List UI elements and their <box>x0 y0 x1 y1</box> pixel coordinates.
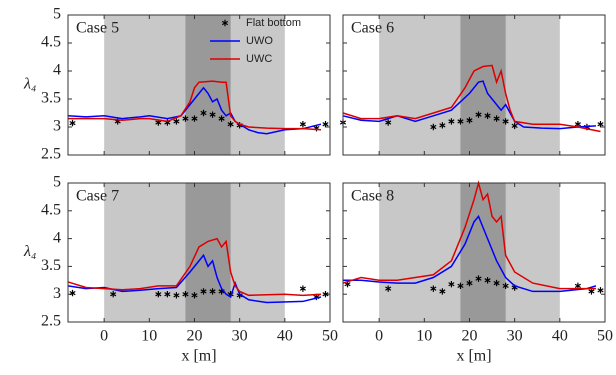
scatter-point <box>322 291 329 298</box>
x-tick-label: 40 <box>277 328 293 345</box>
x-tick-label: 0 <box>375 328 383 345</box>
legend-swatch <box>221 19 229 27</box>
x-tick-label: 10 <box>141 328 157 345</box>
scatter-point <box>110 291 117 298</box>
y-tick-label: 4 <box>53 62 61 79</box>
y-tick-label: 3 <box>53 118 61 135</box>
scatter-point <box>227 121 234 128</box>
series-line <box>68 80 322 131</box>
scatter-point <box>299 121 306 128</box>
scatter-point <box>511 122 518 130</box>
y-axis-label: λ₄ <box>23 243 37 260</box>
scatter-point <box>164 291 171 298</box>
x-tick-label: 50 <box>597 328 613 345</box>
scatter-point <box>457 118 464 125</box>
scatter-point <box>493 279 500 287</box>
y-tick-label: 2.5 <box>41 146 61 163</box>
y-axis-label: λ₄ <box>23 76 37 93</box>
scatter-point <box>385 119 392 126</box>
shaded-region <box>460 15 506 155</box>
scatter-point <box>209 288 216 295</box>
series-line <box>67 237 322 297</box>
x-tick-label: 40 <box>552 328 568 345</box>
y-tick-label: 4 <box>53 229 61 246</box>
x-axis-label: x [m] <box>181 348 216 365</box>
series-line <box>67 86 322 135</box>
scatter-point <box>502 282 509 290</box>
x-tick-label: 10 <box>416 328 432 345</box>
series-line <box>343 214 597 293</box>
panel-title: Case 6 <box>351 20 394 37</box>
scatter-point <box>484 277 491 284</box>
x-tick-label: 30 <box>507 328 523 345</box>
scatter-point <box>69 289 76 297</box>
plot-frame <box>342 182 606 323</box>
shaded-region <box>185 15 231 155</box>
plot-frame <box>67 182 331 323</box>
scatter-point <box>182 115 189 122</box>
y-tick-label: 5 <box>53 174 61 191</box>
scatter-point <box>322 121 329 128</box>
scatter-point <box>466 279 473 287</box>
x-tick-label: 0 <box>100 328 108 345</box>
legend-label: UWO <box>246 35 273 47</box>
scatter-point <box>475 111 482 118</box>
shaded-region <box>185 183 231 322</box>
x-tick-label: 20 <box>186 328 202 345</box>
scatter-point <box>69 119 76 127</box>
scatter-point <box>448 280 455 288</box>
panel-title: Case 8 <box>351 188 394 205</box>
series-line <box>342 64 601 133</box>
scatter-point <box>299 285 306 292</box>
series-line <box>342 180 596 290</box>
x-tick-label: 50 <box>322 328 338 345</box>
scatter-point <box>597 287 604 294</box>
scatter-point <box>448 118 455 125</box>
shaded-region <box>460 183 506 322</box>
scatter-point <box>457 282 464 290</box>
scatter-point <box>182 291 189 298</box>
scatter-point <box>430 123 437 131</box>
x-tick-label: 20 <box>461 328 477 345</box>
plot-frame <box>67 14 331 156</box>
series-line <box>67 253 322 304</box>
scatter-point <box>439 288 446 295</box>
scatter-point <box>155 291 162 298</box>
scatter-point <box>484 112 491 119</box>
scatter-point <box>218 115 225 122</box>
scatter-point <box>191 292 198 299</box>
scatter-point <box>439 122 446 129</box>
scatter-point <box>466 117 473 124</box>
panel-title: Case 7 <box>76 188 119 205</box>
plot-frame <box>342 14 606 156</box>
scatter-point <box>200 288 207 295</box>
scatter-point <box>173 292 180 299</box>
y-tick-label: 2.5 <box>41 313 61 330</box>
x-tick-label: 30 <box>232 328 248 345</box>
x-axis-label: x [m] <box>456 348 491 365</box>
y-tick-label: 3.5 <box>41 257 61 274</box>
scatter-point <box>385 285 392 292</box>
scatter-point <box>475 275 482 282</box>
panel-title: Case 5 <box>76 20 119 37</box>
scatter-point <box>191 115 198 122</box>
scatter-point <box>173 118 180 125</box>
scatter-point <box>502 118 509 125</box>
y-tick-label: 4.5 <box>41 34 61 51</box>
y-tick-label: 4.5 <box>41 201 61 218</box>
scatter-point <box>200 109 207 117</box>
y-tick-label: 5 <box>53 6 61 23</box>
y-tick-label: 3 <box>53 285 61 302</box>
scatter-point <box>493 115 500 122</box>
scatter-point <box>597 121 604 128</box>
legend-label: Flat bottom <box>246 17 301 29</box>
scatter-point <box>430 285 437 292</box>
y-tick-label: 3.5 <box>41 90 61 107</box>
scatter-point <box>209 111 216 118</box>
legend-label: UWC <box>246 53 272 65</box>
